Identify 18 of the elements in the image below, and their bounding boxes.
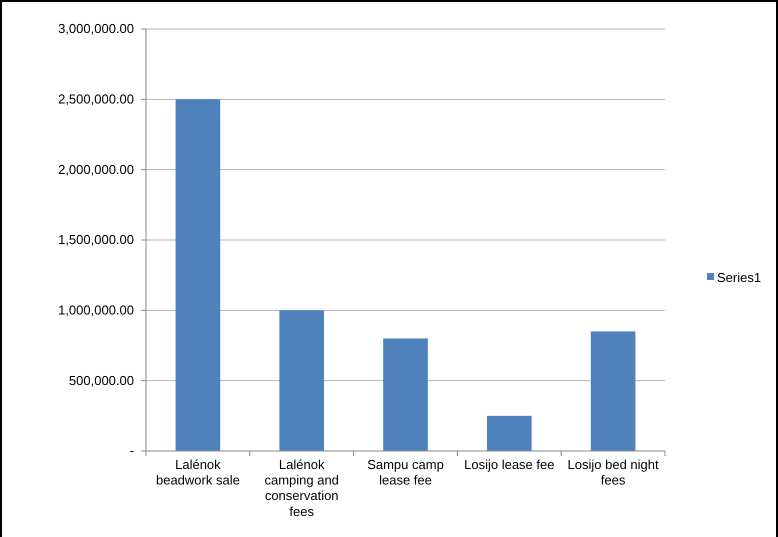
- y-tick-label: 1,500,000.00: [58, 232, 134, 248]
- y-tick-label: 2,000,000.00: [58, 162, 134, 177]
- y-tick-label: 3,000,000.00: [58, 21, 134, 36]
- y-tick-label: 500,000.00: [68, 372, 134, 388]
- y-tick-label: 2,500,000.00: [58, 91, 134, 106]
- bar: [176, 99, 220, 451]
- x-tick-label: Losijo lease fee: [464, 457, 554, 472]
- legend-label: Series1: [717, 270, 762, 285]
- y-tick-label: -: [130, 443, 134, 458]
- x-tick-label: Sampu camp lease fee: [367, 457, 444, 488]
- bar: [486, 416, 532, 451]
- x-tick-label: Losijo bed night fees: [568, 457, 660, 488]
- x-tick-label: Lalénok camping and conservation fees: [264, 457, 339, 519]
- x-tick-label: Lalénok beadwork sale: [156, 457, 240, 488]
- bar: [590, 331, 636, 451]
- bar: [279, 310, 324, 451]
- bar: [383, 338, 428, 451]
- y-tick-label: 1,000,000.00: [58, 302, 134, 318]
